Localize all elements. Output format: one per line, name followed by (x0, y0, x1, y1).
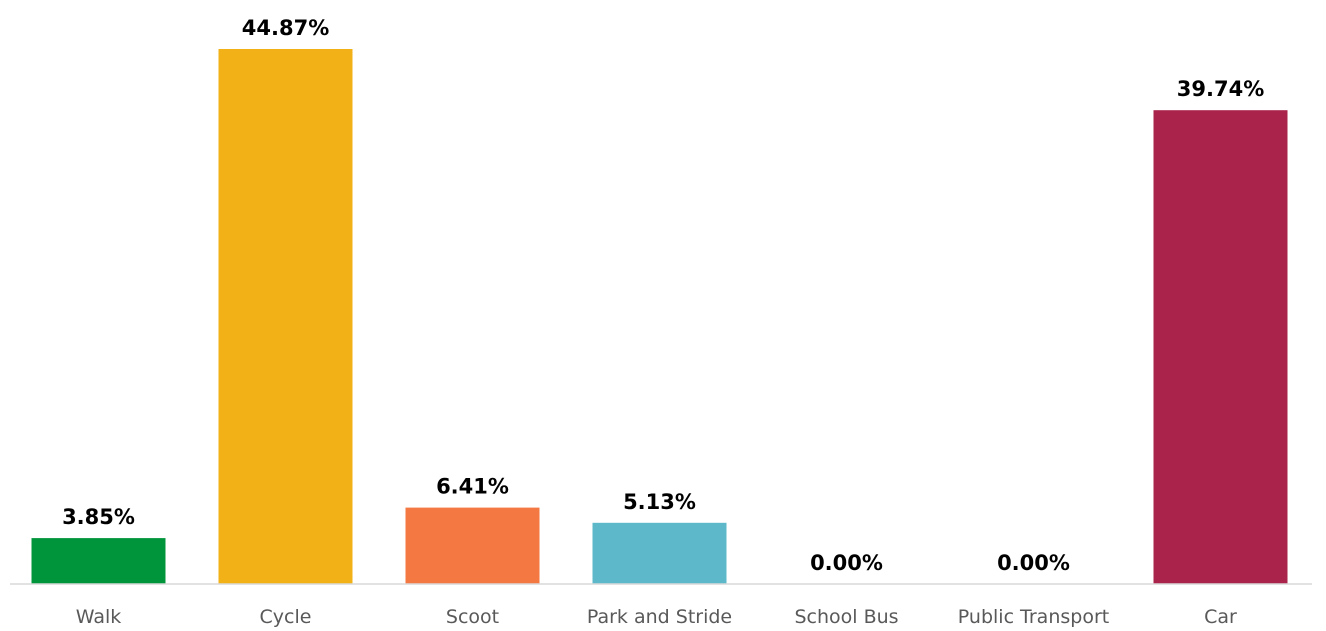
labels-layer: 3.85% Walk 44.87% Cycle 6.41% Scoot 5.13% Park … (62, 16, 1264, 628)
category-label-scoot: Scoot (446, 606, 499, 628)
category-label-public-transport: Public Transport (958, 606, 1109, 628)
value-label-park-and-stride: 5.13% (623, 490, 696, 514)
bars-layer (31, 49, 1288, 584)
bar-cycle (218, 49, 353, 584)
bar-walk (31, 538, 166, 584)
category-label-walk: Walk (76, 606, 122, 628)
category-label-cycle: Cycle (260, 606, 312, 628)
value-label-car: 39.74% (1177, 77, 1264, 101)
category-label-park-and-stride: Park and Stride (587, 606, 732, 628)
bar-scoot (405, 507, 540, 584)
category-label-car: Car (1204, 606, 1237, 628)
value-label-walk: 3.85% (62, 505, 135, 529)
value-label-school-bus: 0.00% (810, 551, 883, 575)
value-label-cycle: 44.87% (242, 16, 329, 40)
bar-park-and-stride (592, 522, 727, 584)
value-label-public-transport: 0.00% (997, 551, 1070, 575)
category-label-school-bus: School Bus (794, 606, 898, 628)
value-label-scoot: 6.41% (436, 475, 509, 499)
bar-car (1153, 110, 1288, 584)
